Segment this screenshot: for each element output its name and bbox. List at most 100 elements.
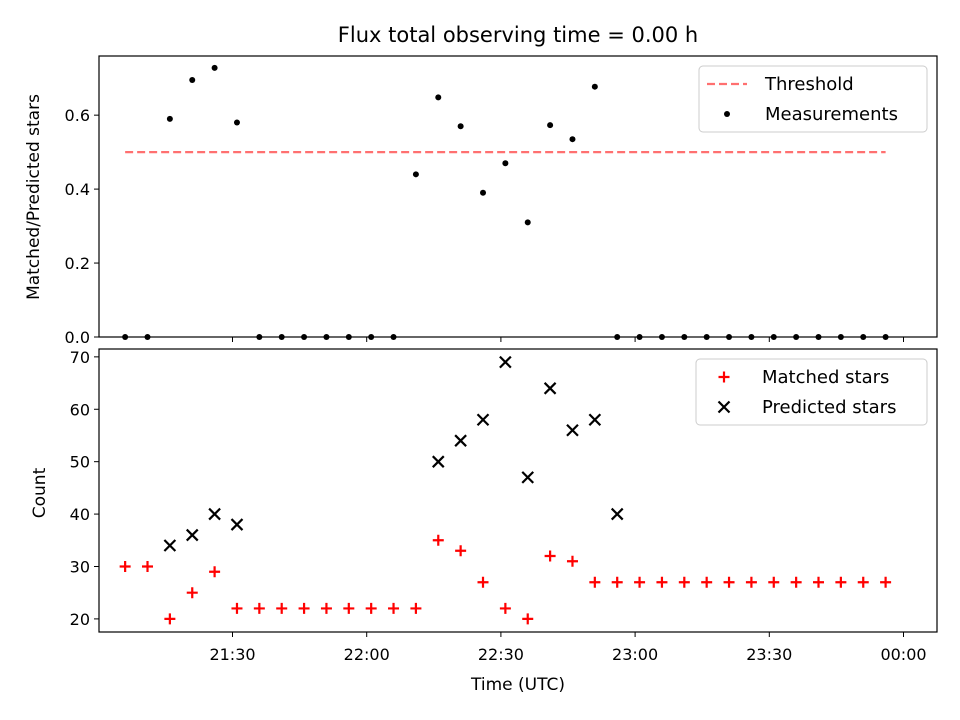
matched-point <box>119 560 131 572</box>
legend-swatch-measurements <box>724 111 730 117</box>
matched-point <box>455 545 467 557</box>
matched-point <box>656 576 668 588</box>
matched-point <box>477 576 489 588</box>
measurement-point <box>256 334 263 340</box>
measurement-point <box>547 122 554 129</box>
legend-label: Predicted stars <box>762 397 896 418</box>
x-tick-label: 00:00 <box>880 645 926 664</box>
predicted-point <box>499 355 512 369</box>
measurement-point <box>345 334 352 340</box>
y-tick-label: 60 <box>70 400 90 419</box>
measurement-point <box>480 189 487 196</box>
top-panel: 0.0 0.2 0.4 0.6 Threshold Measurements <box>65 55 938 347</box>
y-tick-label: 50 <box>70 453 90 472</box>
x-tick-label: 23:30 <box>746 645 792 664</box>
measurement-point <box>658 334 665 340</box>
predicted-point <box>476 413 490 427</box>
matched-point <box>209 566 221 578</box>
legend-box <box>695 358 928 426</box>
matched-point <box>298 602 310 614</box>
predicted-point <box>185 528 199 542</box>
matched-point <box>499 602 511 614</box>
measurement-point <box>211 64 218 71</box>
matched-point <box>634 576 646 588</box>
measurement-point <box>703 334 710 340</box>
predicted-point <box>230 518 244 531</box>
measurement-point <box>502 160 509 167</box>
matched-point <box>320 602 332 614</box>
y-tick-label: 0.6 <box>65 106 90 125</box>
legend-box <box>698 65 928 133</box>
x-tick-label: 21:30 <box>209 645 255 664</box>
matched-point <box>522 613 534 625</box>
y-tick-label: 0.0 <box>65 328 90 347</box>
matched-point <box>186 587 198 599</box>
measurement-point <box>614 334 621 340</box>
measurement-point <box>412 171 419 178</box>
matched-point <box>164 613 176 625</box>
predicted-point <box>454 434 467 447</box>
matched-point <box>678 576 690 588</box>
measurement-point <box>278 334 285 340</box>
measurement-point <box>166 115 173 122</box>
legend-label: Threshold <box>764 74 854 95</box>
matched-point <box>365 602 377 614</box>
x-axis-label: Time (UTC) <box>470 675 565 695</box>
matched-point <box>544 550 556 562</box>
measurement-point <box>748 334 755 340</box>
measurement-point <box>457 123 464 130</box>
series-predicted-stars <box>163 355 624 552</box>
matched-point <box>790 576 802 588</box>
measurement-point <box>569 136 576 143</box>
y-tick-label: 70 <box>70 348 90 367</box>
matched-point <box>276 602 288 614</box>
plot-frame <box>98 348 938 633</box>
top-y-axis-label: Matched/Predicted stars <box>24 94 44 300</box>
x-tick-label: 22:00 <box>344 645 390 664</box>
measurement-point <box>144 334 151 340</box>
predicted-point <box>208 507 221 521</box>
measurement-point <box>390 334 397 340</box>
legend: Threshold Measurements <box>698 65 928 133</box>
legend-swatch-predicted <box>717 400 731 414</box>
matched-point <box>231 602 243 614</box>
matched-point <box>813 576 825 588</box>
measurement-point <box>882 334 889 340</box>
matched-point <box>745 576 757 588</box>
predicted-point <box>431 455 445 468</box>
measurement-point <box>233 119 240 126</box>
measurement-point <box>591 83 598 90</box>
x-tick-label: 22:30 <box>478 645 524 664</box>
matched-point <box>343 602 355 614</box>
y-tick-label: 0.4 <box>65 180 90 199</box>
measurement-point <box>435 94 442 101</box>
measurement-point <box>122 334 129 340</box>
predicted-point <box>610 507 624 521</box>
legend-label: Measurements <box>765 104 898 125</box>
legend-swatch-matched <box>718 371 730 383</box>
legend-label: Matched stars <box>762 367 889 388</box>
measurement-point <box>837 334 844 340</box>
y-tick-label: 40 <box>70 505 90 524</box>
predicted-point <box>588 413 602 427</box>
measurement-point <box>301 334 308 340</box>
predicted-point <box>566 423 579 437</box>
matched-point <box>880 576 892 588</box>
measurement-point <box>860 334 867 340</box>
measurement-point <box>636 334 643 340</box>
chart-title: Flux total observing time = 0.00 h <box>338 23 698 47</box>
matched-point <box>388 602 400 614</box>
y-tick-label: 0.2 <box>65 254 90 273</box>
measurement-point <box>815 334 822 340</box>
measurement-point <box>189 77 196 84</box>
matched-point <box>566 555 578 567</box>
x-tick-label: 23:00 <box>612 645 658 664</box>
matched-point <box>410 602 422 614</box>
matched-point <box>142 560 154 572</box>
legend: Matched stars Predicted stars <box>695 358 928 426</box>
measurement-point <box>681 334 688 340</box>
bottom-y-axis-label: Count <box>30 467 50 518</box>
predicted-point <box>521 471 535 484</box>
measurement-point <box>524 219 531 226</box>
